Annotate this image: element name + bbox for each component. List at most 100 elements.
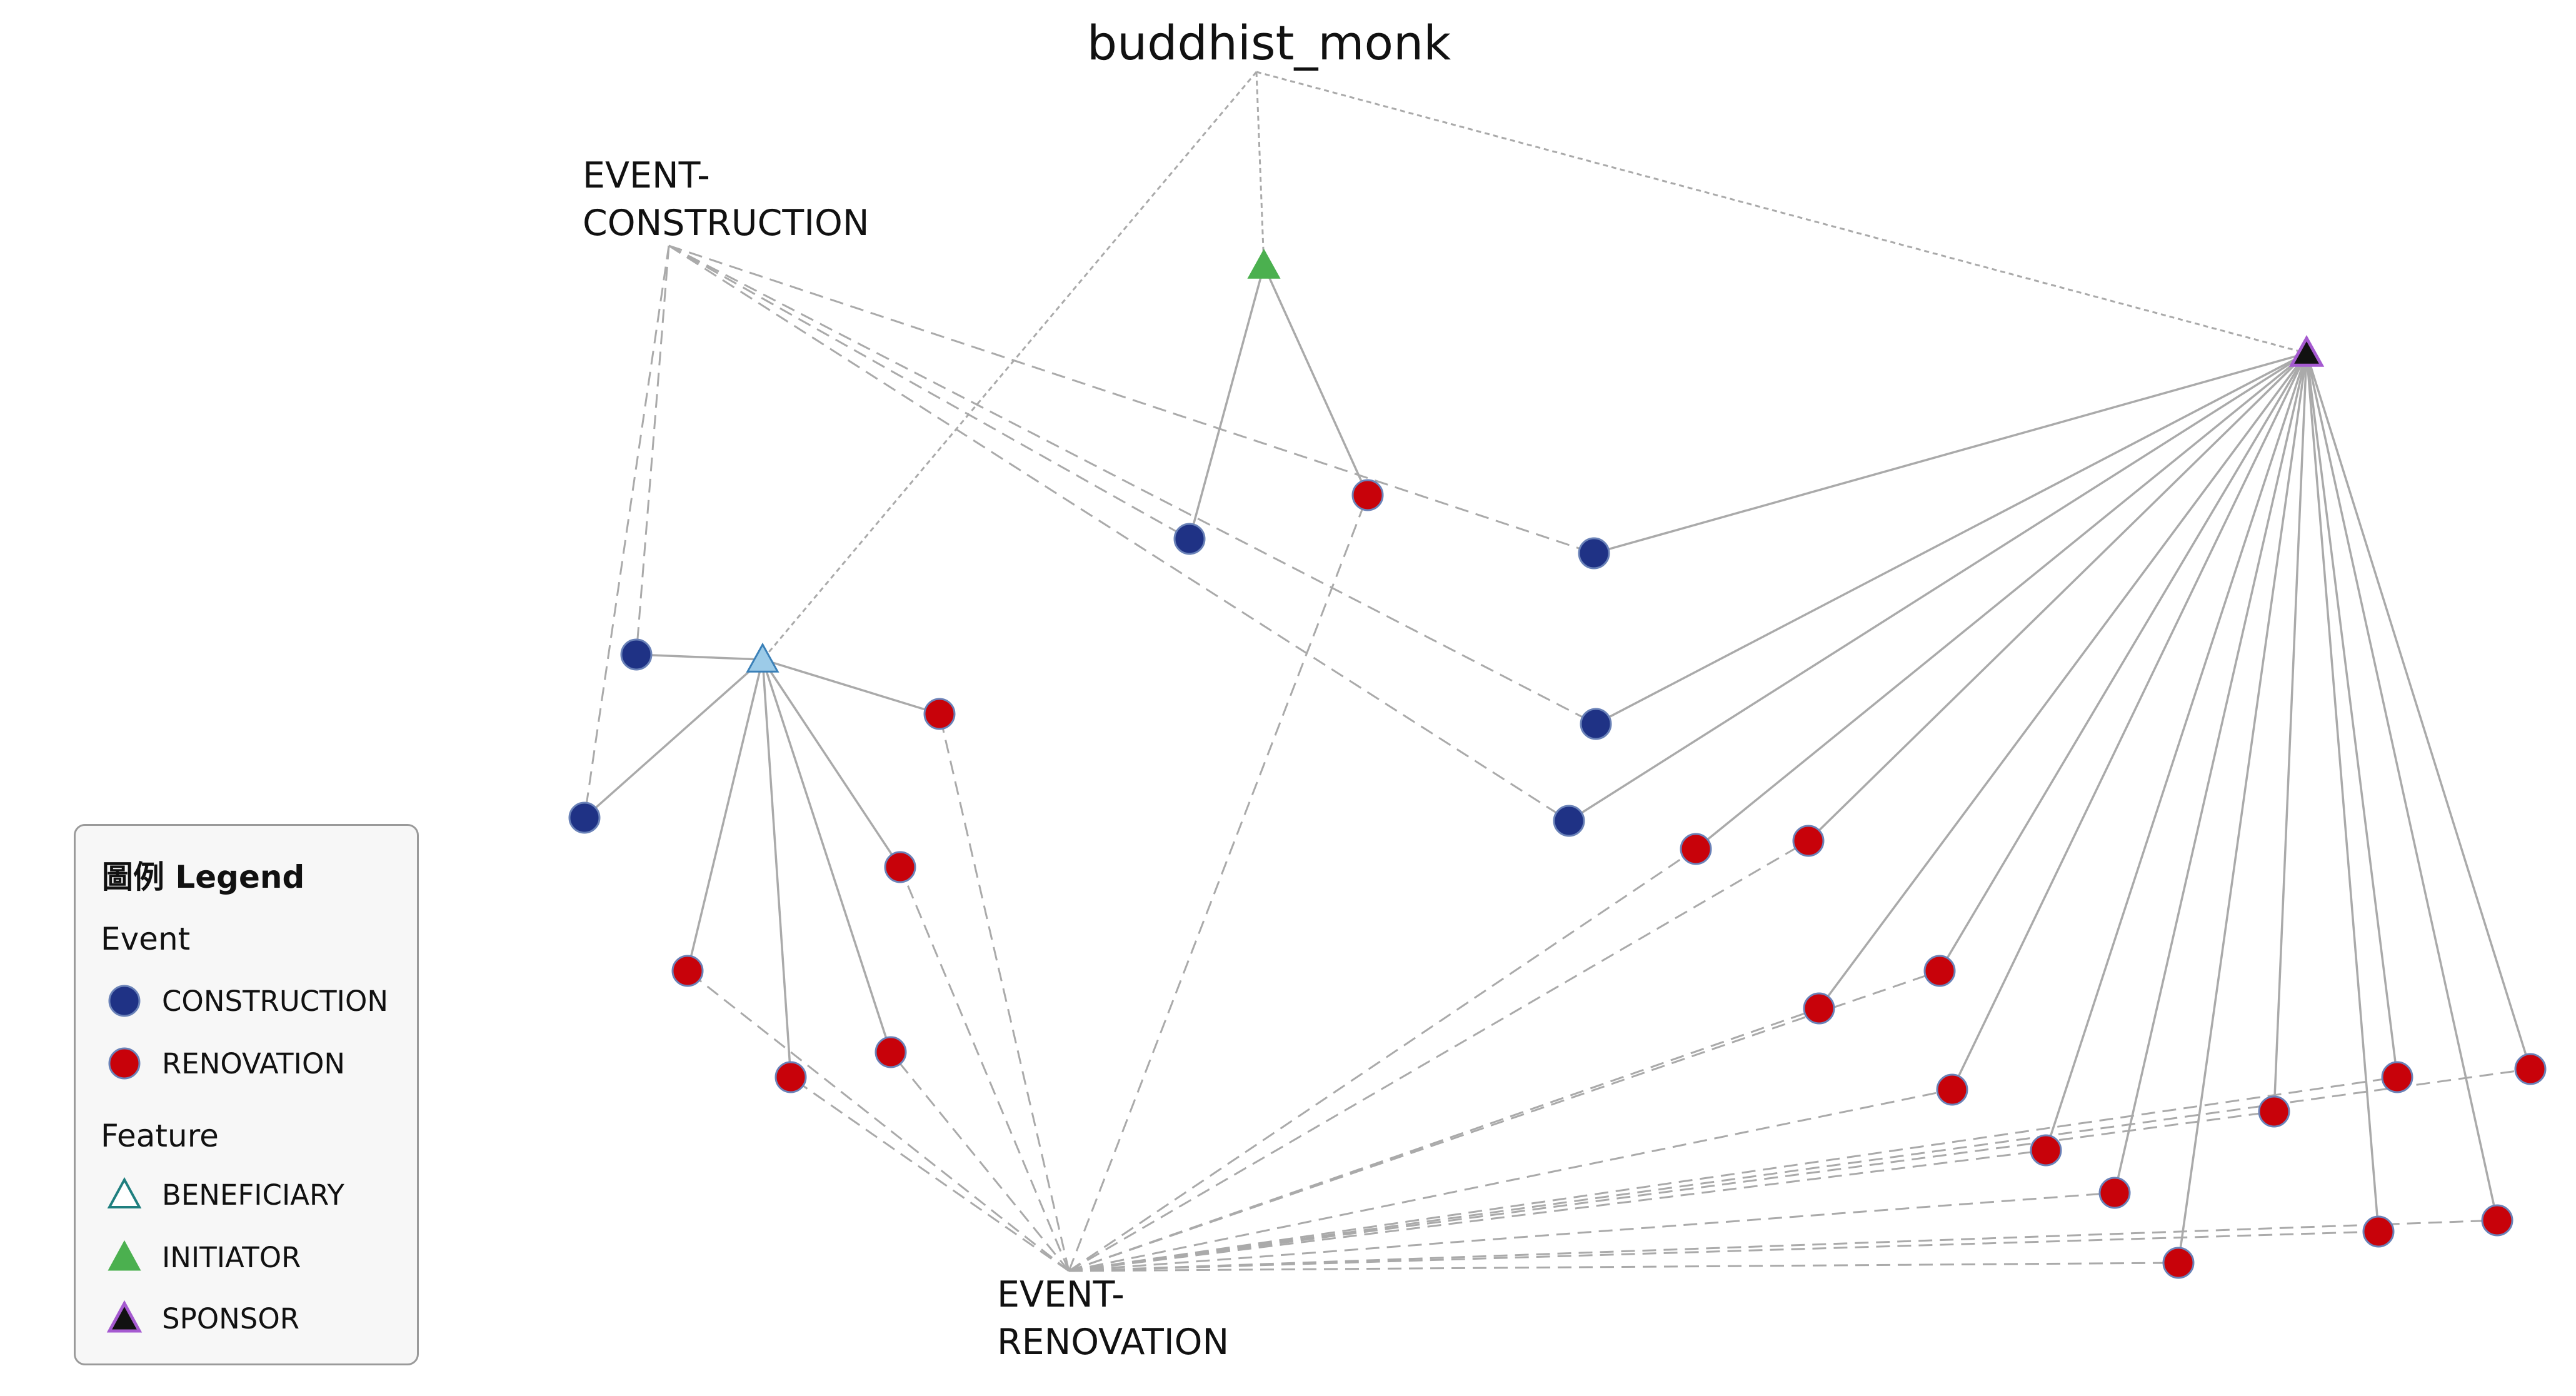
label-line: EVENT- <box>583 155 710 196</box>
construction-category-edge <box>583 245 670 818</box>
beneficiary-node <box>746 642 779 673</box>
renovation-circle-icon <box>108 1047 141 1080</box>
construction-event-node <box>1173 523 1206 555</box>
construction-category-edge <box>668 244 1595 555</box>
construction-category-edge <box>668 244 1190 540</box>
sponsor-node <box>2288 334 2325 367</box>
renovation-event-node <box>1351 479 1384 511</box>
renovation-event-node <box>1923 955 1956 987</box>
renovation-category-edge <box>938 713 1070 1272</box>
construction-circle-icon <box>108 985 141 1017</box>
legend-label-sponsor: SPONSOR <box>162 1302 300 1335</box>
legend-event-heading: Event <box>101 921 191 957</box>
sponsor-edge <box>1818 352 2308 1010</box>
sponsor-edge <box>2305 353 2498 1221</box>
renovation-event-node <box>2098 1177 2131 1209</box>
legend-item-renovation: RENOVATION <box>106 1045 345 1082</box>
beneficiary-edge <box>762 658 940 715</box>
renovation-category-edge <box>899 866 1070 1272</box>
renovation-category-edge <box>1068 1219 2498 1272</box>
renovation-category-edge <box>1068 1110 2275 1272</box>
sponsor-edge <box>2177 353 2308 1263</box>
sponsor-edge <box>1695 352 2308 850</box>
sponsor-edge <box>1593 352 2307 555</box>
legend-item-beneficiary: BENEFICIARY <box>106 1176 344 1213</box>
renovation-event-node <box>2362 1215 2395 1248</box>
renovation-category-edge <box>1068 848 1696 1272</box>
sponsor-edge <box>1938 353 2308 972</box>
renovation-category-edge <box>1068 840 1809 1272</box>
renovation-category-edge <box>1068 1262 2179 1272</box>
renovation-event-node <box>2258 1095 2290 1128</box>
beneficiary-edge <box>686 659 764 972</box>
sponsor-edge <box>1951 353 2308 1090</box>
renovation-event-node <box>1936 1073 1968 1106</box>
renovation-event-node <box>2481 1204 2513 1237</box>
renovation-event-node <box>923 698 956 730</box>
legend-feature-heading: Feature <box>101 1118 219 1154</box>
sponsor-edge <box>2305 353 2380 1232</box>
legend: 圖例 Legend Event CONSTRUCTION RENOVATION … <box>74 824 419 1365</box>
renovation-category-edge <box>1068 1149 2047 1272</box>
beneficiary-triangle-icon <box>107 1177 142 1208</box>
construction-category-edge <box>668 244 1596 725</box>
label-line: RENOVATION <box>997 1322 1229 1363</box>
beneficiary-edge <box>583 658 764 819</box>
construction-category-edge <box>635 245 670 655</box>
root-feature-edge <box>761 71 1258 660</box>
legend-label-renovation: RENOVATION <box>162 1047 346 1080</box>
initiator-edge <box>1263 265 1369 496</box>
renovation-event-node <box>774 1061 807 1093</box>
legend-label-construction: CONSTRUCTION <box>162 984 389 1018</box>
root-feature-edge <box>1256 71 2307 354</box>
sponsor-edge <box>2045 353 2308 1151</box>
renovation-event-node <box>2514 1053 2547 1085</box>
edges-layer <box>583 71 2532 1272</box>
sponsor-triangle-icon <box>106 1300 143 1333</box>
root-label: buddhist_monk <box>1087 15 1451 71</box>
sponsor-edge <box>2273 353 2308 1112</box>
sponsor-edge <box>1807 352 2308 842</box>
renovation-category-edge <box>1068 495 1369 1272</box>
sponsor-edge <box>2305 353 2398 1078</box>
labels-layer: buddhist_monk EVENT- CONSTRUCTION EVENT- R… <box>583 15 1451 1363</box>
sponsor-edge <box>1595 352 2307 725</box>
root-feature-edge <box>1255 71 1265 266</box>
initiator-node <box>1247 248 1281 279</box>
sponsor-edge <box>2113 353 2308 1193</box>
renovation-event-node <box>2030 1134 2062 1167</box>
construction-event-node <box>1553 805 1585 837</box>
renovation-category-edge <box>1068 1230 2379 1272</box>
renovation-category-edge <box>1068 1068 2531 1272</box>
renovation-category-edge <box>890 1052 1070 1272</box>
initiator-triangle-icon <box>108 1240 141 1271</box>
label-line: EVENT- <box>997 1274 1125 1315</box>
construction-category-edge <box>668 244 1570 822</box>
renovation-category-edge <box>1068 1192 2115 1272</box>
renovation-event-node <box>884 851 916 883</box>
beneficiary-edge <box>636 653 763 661</box>
construction-event-node <box>620 638 653 671</box>
beneficiary-edge <box>761 659 901 868</box>
legend-title: 圖例 Legend <box>102 859 305 895</box>
renovation-category-edge <box>1068 1088 1953 1272</box>
legend-label-beneficiary: BENEFICIARY <box>162 1178 344 1212</box>
construction-event-node <box>1578 537 1610 570</box>
renovation-category-edge <box>790 1076 1070 1272</box>
legend-item-initiator: INITIATOR <box>106 1238 301 1276</box>
renovation-event-node <box>2381 1061 2413 1093</box>
legend-label-initiator: INITIATOR <box>162 1240 301 1274</box>
beneficiary-edge <box>761 659 892 1053</box>
renovation-event-node <box>2162 1247 2195 1279</box>
renovation-event-node <box>1792 825 1825 857</box>
sponsor-edge <box>2305 353 2532 1070</box>
legend-item-construction: CONSTRUCTION <box>106 982 388 1020</box>
sponsor-edge <box>1568 352 2307 822</box>
renovation-category-edge <box>687 970 1070 1272</box>
legend-item-sponsor: SPONSOR <box>106 1300 299 1337</box>
renovation-event-node <box>671 955 704 987</box>
renovation-event-node <box>875 1036 907 1068</box>
renovation-category-edge <box>1068 1076 2398 1272</box>
initiator-edge <box>1188 265 1265 540</box>
